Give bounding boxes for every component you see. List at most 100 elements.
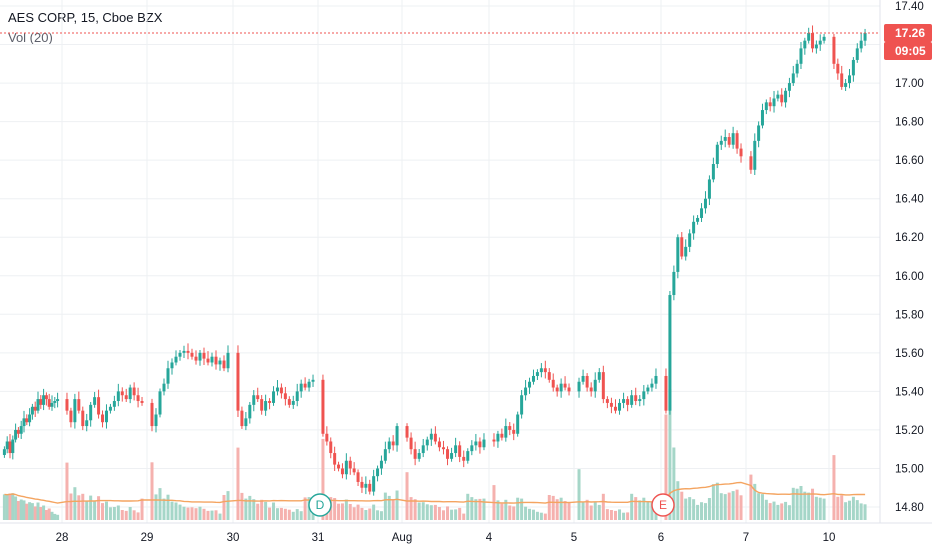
candle: [150, 398, 154, 432]
volume-bar: [275, 508, 279, 520]
candle-body: [116, 391, 120, 402]
candle-body: [2, 449, 6, 455]
last-price-tag: 17.26 09:05: [884, 23, 932, 60]
candle-body: [863, 32, 867, 41]
candle: [474, 433, 478, 451]
candle-body: [279, 387, 283, 394]
candle: [795, 59, 799, 78]
volume-bar: [194, 508, 198, 520]
volume-bar: [104, 501, 108, 520]
candle: [696, 215, 700, 225]
volume-bar: [279, 507, 283, 520]
volume-bar: [749, 474, 753, 520]
candle: [39, 395, 43, 409]
volume-bar: [626, 512, 630, 520]
candle: [356, 469, 360, 486]
volume-bar: [166, 494, 170, 520]
candle: [711, 157, 715, 183]
volume-bar: [684, 498, 688, 520]
candle: [387, 437, 391, 454]
candle: [89, 401, 93, 427]
candle: [299, 379, 303, 398]
candle-body: [356, 472, 360, 482]
candle-body: [97, 397, 101, 415]
candle-body: [482, 439, 486, 448]
candle: [14, 423, 18, 443]
candle: [531, 369, 535, 385]
candle: [735, 130, 739, 154]
volume-bar: [124, 510, 128, 520]
event-marker-label: D: [316, 498, 325, 512]
candle: [799, 42, 803, 70]
candle-body: [395, 426, 399, 446]
candle: [47, 393, 51, 410]
candle-body: [630, 395, 634, 405]
volume-bar: [664, 414, 668, 520]
candle: [65, 392, 69, 415]
candle: [703, 191, 707, 214]
candle: [547, 368, 551, 383]
volume-bar: [248, 495, 252, 520]
volume-bar: [638, 500, 642, 520]
candle: [311, 374, 315, 387]
candle-body: [333, 453, 337, 465]
candle-body: [136, 395, 140, 402]
candle: [69, 407, 73, 428]
candle: [248, 401, 252, 424]
candle-body: [634, 395, 638, 402]
candle: [182, 345, 186, 359]
candle-body: [132, 387, 136, 396]
volume-bar: [170, 501, 174, 520]
candle-body: [264, 401, 268, 411]
candle-body: [387, 441, 391, 450]
volume-bar: [295, 509, 299, 520]
candle-body: [676, 237, 680, 272]
candle: [613, 399, 617, 414]
volume-bar: [848, 500, 851, 520]
candle-body: [723, 137, 727, 141]
candle: [73, 393, 77, 429]
candle-body: [16, 429, 20, 434]
candle: [589, 382, 593, 397]
candle: [272, 386, 276, 406]
volume-bar: [421, 502, 425, 520]
candle-body: [739, 148, 743, 157]
candle: [372, 469, 376, 496]
candle: [236, 345, 240, 418]
volume-bar: [264, 501, 268, 520]
candle: [727, 132, 731, 148]
candle: [140, 396, 144, 406]
candle-body: [731, 133, 735, 145]
candle-body: [226, 352, 230, 369]
candle-body: [496, 433, 500, 442]
candle-body: [437, 441, 441, 448]
candle: [128, 384, 132, 404]
volume-bar: [226, 491, 230, 520]
candle: [421, 438, 425, 458]
candle: [772, 90, 776, 113]
candle-body: [222, 360, 226, 369]
candle-body: [85, 420, 89, 427]
volume-bar: [597, 504, 601, 520]
candle: [50, 395, 54, 411]
candle: [650, 378, 654, 392]
candle: [512, 423, 516, 441]
volume-bar: [577, 469, 581, 520]
volume-bar: [622, 512, 626, 520]
candle-body: [65, 399, 69, 411]
candle-body: [174, 356, 178, 363]
candle: [268, 398, 272, 410]
candle-body: [855, 48, 859, 60]
candle-body: [77, 399, 81, 411]
volume-bar: [630, 493, 634, 520]
candle-body: [291, 401, 295, 405]
price-tick-label: 17.40: [895, 1, 924, 13]
volume-bar: [206, 510, 210, 520]
candle-body: [383, 449, 387, 461]
volume-bar: [563, 501, 567, 520]
candle-body: [272, 391, 276, 403]
volume-bar: [291, 511, 295, 520]
volume-bar: [676, 481, 680, 520]
candle: [307, 378, 311, 392]
